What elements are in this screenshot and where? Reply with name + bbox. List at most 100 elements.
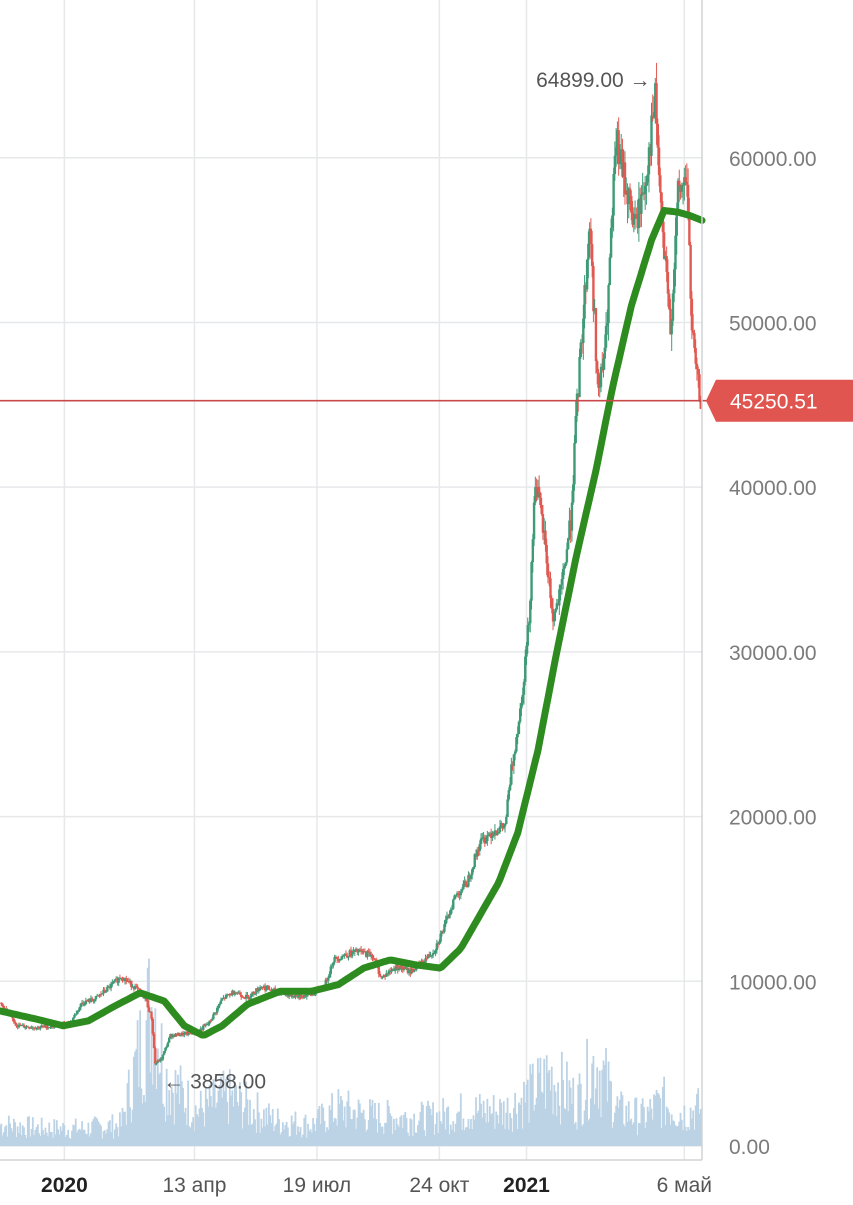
candle-body [560, 579, 564, 585]
volume-bar [105, 1133, 107, 1146]
candle-body [647, 147, 651, 175]
volume-bar [683, 1105, 686, 1146]
candle-body [535, 487, 538, 498]
volume-bar [83, 1129, 86, 1146]
volume-bar [376, 1132, 379, 1146]
candle-body [433, 952, 436, 954]
candle-body [691, 330, 695, 333]
candle-body [572, 484, 575, 503]
volume-bar [398, 1127, 400, 1146]
candle-body [334, 956, 338, 958]
volume-bar [600, 1117, 602, 1146]
volume-bar [170, 1086, 173, 1146]
volume-bar [137, 1087, 140, 1146]
candle-body [532, 502, 536, 540]
candle-body [698, 374, 701, 400]
volume-bar [119, 1112, 121, 1146]
volume-bar [577, 1084, 580, 1146]
candle-body [521, 694, 524, 704]
candle-body [310, 994, 314, 996]
volume-bar [96, 1118, 99, 1146]
volume-bar [231, 1090, 234, 1146]
candle-body [40, 1025, 43, 1028]
volume-bar [153, 1038, 155, 1146]
volume-bar [413, 1113, 416, 1146]
volume-bar [632, 1122, 635, 1146]
candle-body [245, 994, 248, 999]
volume-bar [506, 1097, 509, 1146]
volume-bar [141, 1103, 144, 1146]
volume-bar [303, 1117, 306, 1146]
volume-bar [576, 1129, 578, 1146]
volume-bar [281, 1122, 284, 1146]
candle-body [575, 393, 579, 416]
volume-bar [615, 1105, 618, 1146]
volume-bar [574, 1122, 577, 1146]
volume-bar [346, 1101, 349, 1146]
volume-bar [182, 1087, 184, 1146]
volume-bar [271, 1108, 274, 1146]
candle-body [632, 218, 636, 225]
volume-bar [302, 1134, 304, 1146]
candle-body [525, 645, 528, 657]
volume-bar [218, 1084, 221, 1146]
volume-bar [473, 1119, 476, 1146]
volume-bar [482, 1100, 485, 1146]
volume-bar [26, 1116, 29, 1146]
candle-body [332, 962, 335, 966]
volume-bar [204, 1087, 207, 1146]
candle-body [377, 966, 380, 974]
volume-bar [589, 1098, 592, 1146]
current-price-badge [706, 379, 853, 422]
candle-body [2, 1005, 5, 1010]
candle-body [540, 504, 543, 515]
candle-body [74, 1014, 77, 1016]
volume-bar [363, 1119, 366, 1146]
candle-body [85, 1000, 89, 1002]
volume-bar [664, 1124, 667, 1146]
candle-body [222, 997, 225, 999]
candle-body [17, 1024, 21, 1028]
volume-bar [201, 1107, 203, 1146]
volume-bar [408, 1135, 410, 1146]
candle-body [186, 1031, 190, 1035]
volume-bar [467, 1119, 470, 1146]
volume-bar [255, 1132, 258, 1146]
volume-bar [674, 1125, 677, 1146]
candle-body [492, 832, 495, 836]
volume-bar [312, 1118, 315, 1146]
volume-bar [97, 1121, 100, 1146]
candle-body [524, 656, 527, 682]
candle-body [75, 1010, 79, 1015]
volume-bar [485, 1122, 487, 1146]
candle-body [46, 1027, 50, 1029]
volume-bar [148, 958, 150, 1146]
volume-bar [256, 1092, 259, 1146]
candle-body [656, 123, 660, 148]
volume-bar [490, 1114, 493, 1146]
candle-body [564, 562, 567, 567]
candle-body [291, 995, 295, 997]
candle-body [107, 986, 110, 988]
volume-bar [596, 1067, 599, 1146]
candle-body [164, 1047, 167, 1052]
candle-body [173, 1034, 176, 1037]
candle-body [89, 998, 93, 1003]
candle-body [36, 1026, 40, 1028]
candle-body [160, 1058, 163, 1060]
volume-bar [494, 1128, 496, 1146]
volume-bar [569, 1087, 572, 1146]
candle-body [599, 366, 603, 387]
volume-bar [228, 1069, 231, 1146]
candle-body [262, 986, 266, 988]
candle-body [29, 1027, 32, 1029]
candle-body [546, 563, 550, 578]
volume-bar [189, 1127, 192, 1146]
candle-body [685, 181, 689, 185]
volume-bar [579, 1083, 582, 1146]
grid-lines [0, 0, 702, 1160]
candle-body [391, 968, 394, 971]
candle-body [515, 737, 518, 752]
